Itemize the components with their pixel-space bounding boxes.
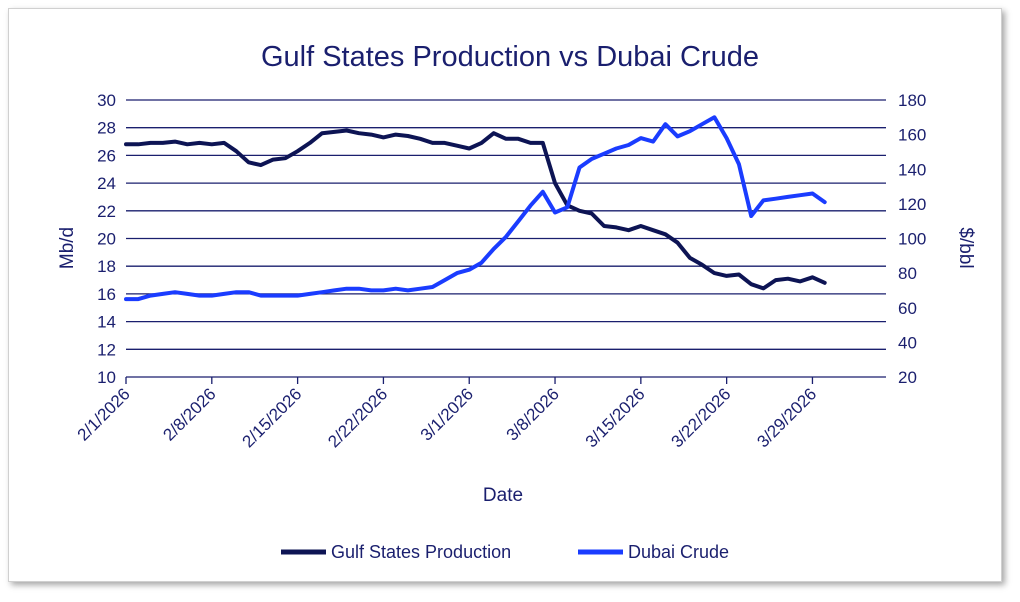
left-tick-label: 14 bbox=[97, 313, 116, 332]
x-axis-title: Date bbox=[483, 485, 523, 506]
x-tick-label: 2/8/2026 bbox=[159, 384, 219, 444]
left-tick-label: 30 bbox=[97, 91, 116, 110]
x-tick-label: 3/8/2026 bbox=[503, 384, 563, 444]
left-tick-label: 10 bbox=[97, 368, 116, 387]
right-tick-label: 60 bbox=[898, 299, 917, 318]
right-tick-label: 140 bbox=[898, 160, 926, 179]
left-axis-ticks: 10 12 14 16 18 20 22 24 26 28 30 bbox=[97, 91, 116, 387]
left-tick-label: 22 bbox=[97, 202, 116, 221]
right-tick-label: 20 bbox=[898, 368, 917, 387]
left-tick-label: 28 bbox=[97, 119, 116, 138]
x-tick-label: 3/22/2026 bbox=[668, 384, 735, 451]
x-tick-label: 3/15/2026 bbox=[582, 384, 649, 451]
legend-label-dubai: Dubai Crude bbox=[628, 542, 729, 562]
chart-frame: Gulf States Production vs Dubai Crude 10… bbox=[8, 8, 1002, 582]
series-line-gulf-production bbox=[124, 128, 827, 291]
series-line-dubai-crude bbox=[124, 115, 827, 302]
legend: Gulf States Production Dubai Crude bbox=[281, 542, 729, 562]
series-layer bbox=[124, 115, 827, 302]
right-tick-label: 180 bbox=[898, 91, 926, 110]
chart-title: Gulf States Production vs Dubai Crude bbox=[261, 41, 759, 73]
left-tick-label: 18 bbox=[97, 257, 116, 276]
x-tick-label: 2/22/2026 bbox=[324, 384, 391, 451]
y-axis-title-left: Mb/d bbox=[57, 227, 78, 269]
right-tick-label: 160 bbox=[898, 126, 926, 145]
left-tick-label: 20 bbox=[97, 230, 116, 249]
right-tick-label: 100 bbox=[898, 230, 926, 249]
right-axis-ticks: 20 40 60 80 100 120 140 160 180 bbox=[898, 91, 926, 387]
x-axis-ticks: 2/1/2026 2/8/2026 2/15/2026 2/22/2026 3/1/20… bbox=[74, 377, 820, 451]
x-tick-label: 2/1/2026 bbox=[74, 384, 134, 444]
right-tick-label: 80 bbox=[898, 264, 917, 283]
right-tick-label: 120 bbox=[898, 195, 926, 214]
left-tick-label: 16 bbox=[97, 285, 116, 304]
x-tick-label: 3/1/2026 bbox=[417, 384, 477, 444]
left-tick-label: 24 bbox=[97, 174, 116, 193]
y-axis-title-right: $/bbl bbox=[955, 227, 976, 268]
x-tick-label: 2/15/2026 bbox=[239, 384, 306, 451]
left-tick-label: 26 bbox=[97, 146, 116, 165]
right-tick-label: 40 bbox=[898, 333, 917, 352]
x-tick-label: 3/29/2026 bbox=[753, 384, 820, 451]
legend-label-production: Gulf States Production bbox=[331, 542, 511, 562]
left-tick-label: 12 bbox=[97, 340, 116, 359]
chart-svg: Gulf States Production vs Dubai Crude 10… bbox=[57, 41, 976, 562]
